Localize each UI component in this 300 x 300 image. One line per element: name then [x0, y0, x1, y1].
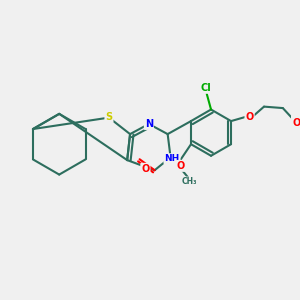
Text: O: O: [245, 112, 254, 122]
Text: Cl: Cl: [201, 83, 212, 93]
Text: CH₃: CH₃: [182, 177, 197, 186]
Text: NH: NH: [164, 154, 180, 163]
Text: O: O: [141, 164, 149, 174]
Text: O: O: [177, 161, 185, 171]
Text: O: O: [292, 118, 300, 128]
Text: S: S: [105, 112, 112, 122]
Text: N: N: [145, 119, 153, 129]
